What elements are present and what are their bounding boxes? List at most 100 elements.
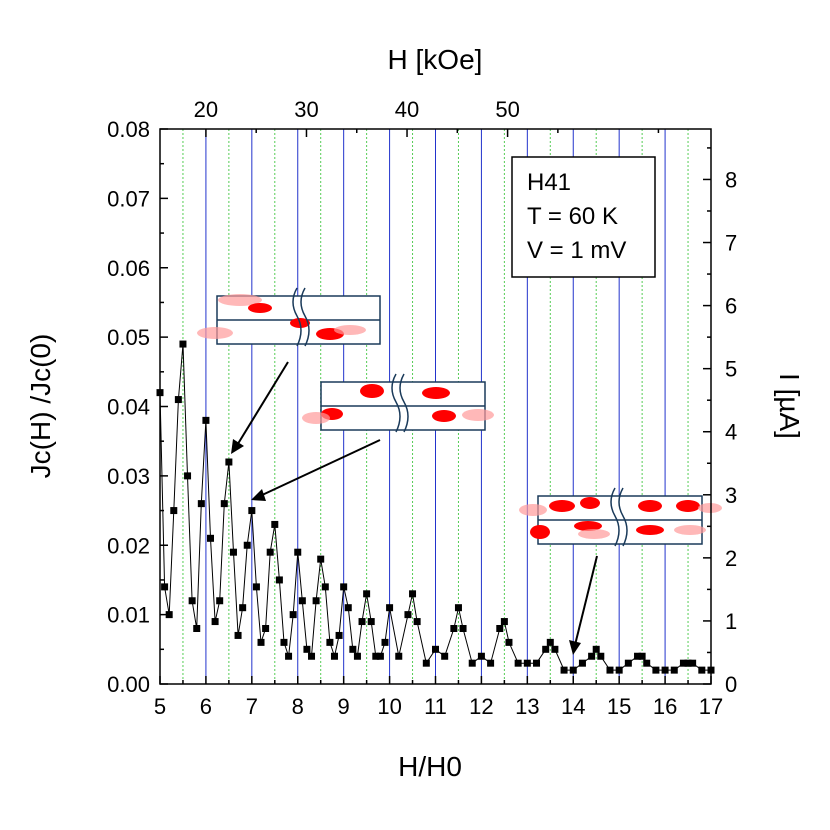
data-point bbox=[367, 618, 375, 626]
data-point bbox=[358, 618, 366, 626]
right-tick-label: 1 bbox=[725, 609, 737, 634]
data-point bbox=[643, 659, 651, 667]
top-axis-ticks: 20 30 40 50 bbox=[194, 97, 660, 137]
y-tick-label: 0.00 bbox=[107, 672, 150, 697]
x-tick-label: 14 bbox=[561, 694, 585, 719]
data-point bbox=[298, 597, 306, 605]
x-tick-label: 15 bbox=[607, 694, 631, 719]
data-point bbox=[275, 576, 283, 584]
data-point bbox=[652, 666, 660, 674]
data-point bbox=[308, 652, 316, 660]
data-point bbox=[505, 638, 513, 646]
x-tick-label: 9 bbox=[338, 694, 350, 719]
data-point bbox=[395, 652, 403, 660]
data-point bbox=[285, 652, 293, 660]
data-point bbox=[344, 604, 352, 612]
inset-sketch-1 bbox=[197, 287, 381, 454]
x-tick-label: 7 bbox=[246, 694, 258, 719]
right-tick-label: 4 bbox=[725, 420, 737, 445]
data-point bbox=[597, 652, 605, 660]
y-axis-ticks: 0.00 0.01 0.02 0.03 0.04 0.05 0.06 0.07 0.08 bbox=[107, 117, 168, 697]
data-point bbox=[340, 583, 348, 591]
data-point bbox=[409, 590, 417, 598]
data-point bbox=[372, 652, 380, 660]
data-point bbox=[679, 659, 687, 667]
data-point bbox=[229, 548, 237, 556]
legend-line-2: T = 60 K bbox=[527, 203, 618, 230]
data-point bbox=[542, 645, 550, 653]
data-point bbox=[500, 618, 508, 626]
data-point bbox=[422, 659, 430, 667]
data-point bbox=[216, 597, 224, 605]
data-point bbox=[330, 652, 338, 660]
y-tick-label: 0.04 bbox=[107, 395, 150, 420]
data-point bbox=[441, 652, 449, 660]
data-point bbox=[496, 625, 504, 632]
data-point bbox=[363, 590, 371, 598]
data-point bbox=[289, 611, 297, 619]
data-point bbox=[592, 645, 600, 653]
y-tick-label: 0.01 bbox=[107, 603, 150, 628]
data-point bbox=[661, 666, 669, 674]
data-point bbox=[432, 645, 439, 653]
data-point bbox=[335, 631, 343, 639]
data-point bbox=[404, 611, 412, 619]
data-point bbox=[326, 638, 334, 646]
data-point bbox=[174, 396, 182, 404]
top-tick-label: 50 bbox=[495, 97, 519, 122]
data-point bbox=[349, 645, 357, 653]
legend: H41 T = 60 K V = 1 mV bbox=[511, 156, 656, 278]
legend-box bbox=[511, 156, 656, 278]
x-axis-label: H/H0 bbox=[398, 751, 462, 782]
y-tick-label: 0.05 bbox=[107, 325, 150, 350]
data-point bbox=[684, 659, 692, 667]
x-tick-label: 10 bbox=[377, 694, 401, 719]
top-tick-label: 40 bbox=[395, 97, 419, 122]
data-point bbox=[243, 541, 251, 549]
data-point bbox=[533, 659, 541, 667]
data-series bbox=[156, 340, 715, 674]
y-tick-label: 0.03 bbox=[107, 464, 150, 489]
data-point bbox=[257, 638, 265, 646]
data-point bbox=[262, 625, 270, 632]
data-point bbox=[170, 507, 178, 515]
data-point bbox=[353, 652, 361, 660]
data-point bbox=[413, 618, 421, 626]
right-tick-label: 7 bbox=[725, 231, 737, 256]
data-point bbox=[161, 583, 169, 591]
right-axis-ticks: 0 1 2 3 4 5 6 7 8 bbox=[703, 147, 737, 697]
data-point bbox=[615, 666, 623, 674]
data-point bbox=[197, 500, 205, 508]
data-point bbox=[294, 548, 302, 556]
insets bbox=[197, 287, 722, 655]
data-point bbox=[321, 583, 329, 591]
data-point bbox=[207, 534, 215, 542]
data-point bbox=[211, 618, 219, 626]
data-point bbox=[606, 666, 614, 674]
data-point bbox=[193, 625, 201, 632]
legend-line-1: H41 bbox=[527, 169, 571, 196]
x-axis-ticks: 5 6 7 8 9 10 11 12 13 14 15 16 17 bbox=[154, 676, 723, 719]
x-tick-label: 13 bbox=[515, 694, 539, 719]
x-tick-label: 8 bbox=[292, 694, 304, 719]
x-tick-label: 6 bbox=[200, 694, 212, 719]
data-point bbox=[450, 625, 458, 632]
data-point bbox=[165, 611, 173, 619]
right-tick-label: 0 bbox=[725, 672, 737, 697]
right-tick-label: 5 bbox=[725, 357, 737, 382]
data-point bbox=[312, 597, 320, 605]
data-point bbox=[546, 638, 554, 646]
y-tick-label: 0.08 bbox=[107, 117, 150, 142]
data-point bbox=[184, 472, 192, 480]
data-point bbox=[459, 625, 467, 632]
right-axis-label: I [µA] bbox=[774, 373, 805, 439]
data-point bbox=[638, 652, 646, 660]
data-point bbox=[220, 500, 228, 508]
data-point bbox=[252, 583, 260, 591]
data-point bbox=[560, 666, 568, 674]
y-tick-label: 0.06 bbox=[107, 256, 150, 281]
x-tick-label: 11 bbox=[424, 694, 447, 719]
data-point bbox=[271, 520, 279, 528]
data-point bbox=[188, 597, 196, 605]
top-axis-label: H [kOe] bbox=[388, 44, 483, 75]
